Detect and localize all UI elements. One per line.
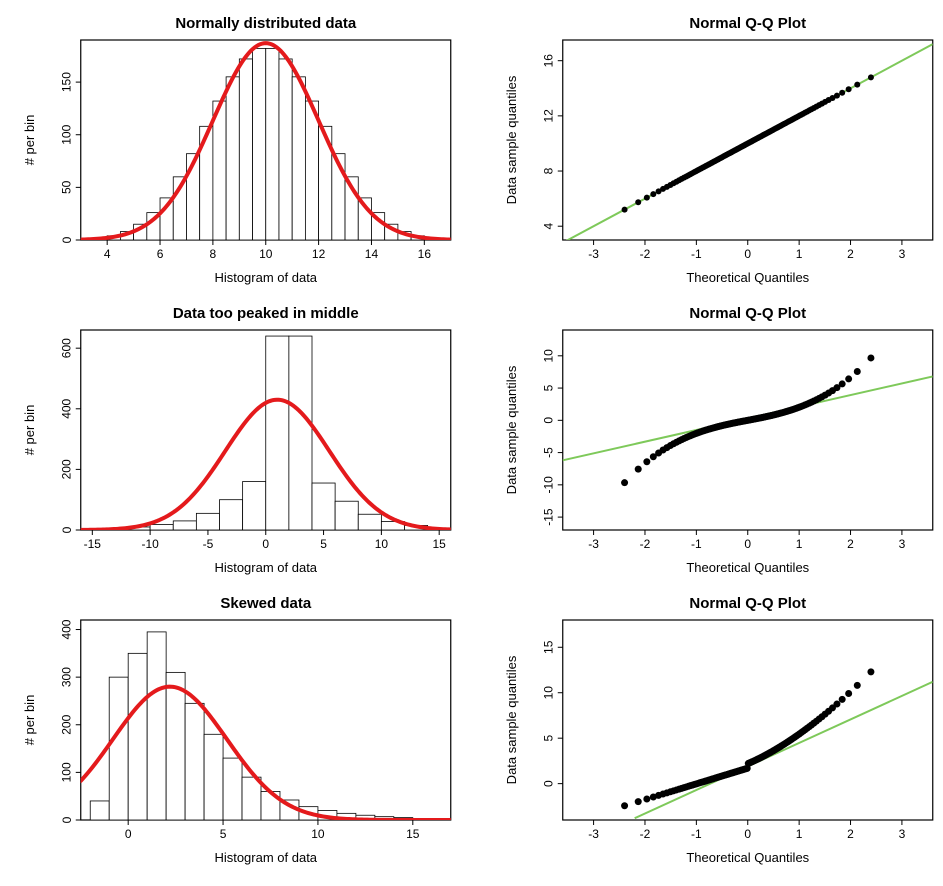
svg-text:0: 0 bbox=[262, 537, 269, 551]
svg-text:Theoretical Quantiles: Theoretical Quantiles bbox=[686, 270, 809, 285]
svg-text:1: 1 bbox=[795, 537, 802, 551]
svg-text:200: 200 bbox=[60, 714, 74, 734]
svg-text:100: 100 bbox=[60, 762, 74, 782]
svg-text:0: 0 bbox=[744, 537, 751, 551]
svg-text:-2: -2 bbox=[639, 247, 650, 261]
panel-hist-peaked: Data too peaked in middle -15 -10 -5 0 5 10 15 0… bbox=[10, 300, 472, 580]
panel-qq-skewed: Normal Q-Q Plot -3 -2 -1 0 1 2 3 0 5 10 15 Theoretic… bbox=[492, 590, 943, 870]
svg-text:5: 5 bbox=[220, 827, 227, 841]
svg-text:-3: -3 bbox=[588, 827, 599, 841]
svg-text:3: 3 bbox=[898, 827, 905, 841]
svg-text:0: 0 bbox=[60, 526, 74, 533]
svg-text:8: 8 bbox=[210, 247, 217, 261]
svg-text:4: 4 bbox=[541, 223, 555, 230]
svg-text:Theoretical Quantiles: Theoretical Quantiles bbox=[686, 850, 809, 865]
svg-text:50: 50 bbox=[60, 180, 74, 194]
svg-text:Normal Q-Q Plot: Normal Q-Q Plot bbox=[689, 15, 806, 32]
svg-text:10: 10 bbox=[541, 349, 555, 363]
svg-text:-5: -5 bbox=[203, 537, 214, 551]
svg-text:12: 12 bbox=[312, 247, 326, 261]
svg-text:2: 2 bbox=[847, 537, 854, 551]
svg-text:0: 0 bbox=[541, 417, 555, 424]
svg-text:-3: -3 bbox=[588, 247, 599, 261]
svg-text:# per bin: # per bin bbox=[22, 405, 37, 456]
svg-text:600: 600 bbox=[60, 338, 74, 358]
svg-text:0: 0 bbox=[541, 780, 555, 787]
svg-text:1: 1 bbox=[795, 827, 802, 841]
panel-hist-normal: Normally distributed data 4 6 8 10 12 14 16 0 50 1… bbox=[10, 10, 472, 290]
svg-text:Theoretical Quantiles: Theoretical Quantiles bbox=[686, 560, 809, 575]
svg-text:4: 4 bbox=[104, 247, 111, 261]
svg-text:Data sample quantiles: Data sample quantiles bbox=[503, 365, 518, 494]
svg-text:15: 15 bbox=[406, 827, 420, 841]
panel-qq-peaked: Normal Q-Q Plot-3-2-10123-15-10-50510The… bbox=[492, 300, 943, 580]
svg-text:16: 16 bbox=[541, 54, 555, 68]
svg-text:14: 14 bbox=[365, 247, 379, 261]
svg-text:Skewed data: Skewed data bbox=[220, 595, 312, 612]
svg-text:0: 0 bbox=[125, 827, 132, 841]
svg-text:2: 2 bbox=[847, 827, 854, 841]
panel-hist-skewed: Skewed data 0 5 10 15 0 100 200 300 400 Histogram … bbox=[10, 590, 472, 870]
svg-text:8: 8 bbox=[541, 167, 555, 174]
svg-text:15: 15 bbox=[433, 537, 447, 551]
svg-text:-15: -15 bbox=[84, 537, 102, 551]
svg-text:5: 5 bbox=[541, 384, 555, 391]
svg-text:6: 6 bbox=[157, 247, 164, 261]
svg-text:Histogram of data: Histogram of data bbox=[214, 270, 317, 285]
svg-text:10: 10 bbox=[541, 686, 555, 700]
svg-text:16: 16 bbox=[418, 247, 432, 261]
svg-text:-2: -2 bbox=[639, 827, 650, 841]
svg-text:-15: -15 bbox=[541, 508, 555, 526]
svg-text:0: 0 bbox=[60, 816, 74, 823]
svg-text:15: 15 bbox=[541, 640, 555, 654]
svg-text:10: 10 bbox=[259, 247, 273, 261]
svg-text:2: 2 bbox=[847, 247, 854, 261]
svg-text:100: 100 bbox=[60, 124, 74, 144]
svg-text:-1: -1 bbox=[691, 537, 702, 551]
svg-text:1: 1 bbox=[795, 247, 802, 261]
svg-text:300: 300 bbox=[60, 667, 74, 687]
svg-text:3: 3 bbox=[898, 247, 905, 261]
svg-text:10: 10 bbox=[311, 827, 325, 841]
svg-text:0: 0 bbox=[744, 827, 751, 841]
svg-text:-1: -1 bbox=[691, 247, 702, 261]
svg-text:5: 5 bbox=[320, 537, 327, 551]
svg-text:5: 5 bbox=[541, 735, 555, 742]
svg-text:-2: -2 bbox=[639, 537, 650, 551]
chart-grid: Normally distributed data468101214160501… bbox=[10, 10, 943, 870]
svg-text:-10: -10 bbox=[541, 476, 555, 494]
svg-text:Normal Q-Q Plot: Normal Q-Q Plot bbox=[689, 595, 806, 612]
svg-text:200: 200 bbox=[60, 459, 74, 479]
svg-text:0: 0 bbox=[744, 247, 751, 261]
svg-text:-5: -5 bbox=[541, 447, 555, 458]
svg-text:Histogram of data: Histogram of data bbox=[214, 560, 317, 575]
svg-text:Data too peaked in middle: Data too peaked in middle bbox=[173, 305, 359, 322]
svg-text:-1: -1 bbox=[691, 827, 702, 841]
svg-text:Data sample quantiles: Data sample quantiles bbox=[503, 655, 518, 784]
svg-text:10: 10 bbox=[375, 537, 389, 551]
svg-text:-10: -10 bbox=[141, 537, 159, 551]
panel-qq-normal: Normal Q-Q Plot-3-2-10123481216Theoretic… bbox=[492, 10, 943, 290]
svg-text:400: 400 bbox=[60, 619, 74, 639]
svg-text:Histogram of data: Histogram of data bbox=[214, 850, 317, 865]
svg-text:# per bin: # per bin bbox=[22, 695, 37, 746]
svg-text:# per bin: # per bin bbox=[22, 115, 37, 166]
svg-text:12: 12 bbox=[541, 109, 555, 123]
svg-text:150: 150 bbox=[60, 72, 74, 92]
svg-text:-3: -3 bbox=[588, 537, 599, 551]
svg-text:400: 400 bbox=[60, 398, 74, 418]
svg-text:Normally distributed data: Normally distributed data bbox=[175, 15, 357, 32]
svg-text:Normal Q-Q Plot: Normal Q-Q Plot bbox=[689, 305, 806, 322]
svg-text:0: 0 bbox=[60, 236, 74, 243]
svg-text:Data sample quantiles: Data sample quantiles bbox=[503, 75, 518, 204]
svg-text:3: 3 bbox=[898, 537, 905, 551]
